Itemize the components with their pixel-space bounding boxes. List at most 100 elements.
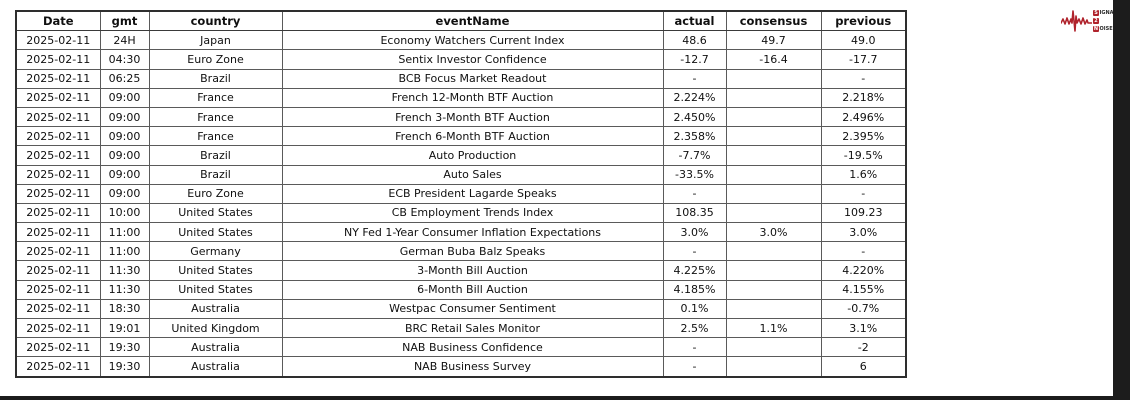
table-cell: 09:00 <box>99 87 150 108</box>
column-header: consensus <box>725 10 822 32</box>
table-row: 2025-02-11 04:30 Euro Zone Sentix Investor … <box>15 49 907 70</box>
table-row: 2025-02-11 10:00 United States CB Employmen… <box>15 202 907 224</box>
table-cell: German Buba Balz Speaks <box>281 241 664 262</box>
table-cell <box>725 145 822 166</box>
table-cell: 3-Month Bill Auction <box>281 260 664 281</box>
table-cell: France <box>148 126 283 147</box>
table-row: 2025-02-11 11:30 United States 6-Month Bill… <box>15 279 907 300</box>
table-cell: 11:30 <box>99 279 150 300</box>
table-cell: 2.5% <box>662 317 727 339</box>
table-cell <box>725 126 822 147</box>
table-cell: 19:01 <box>99 317 150 339</box>
table-cell: 0.1% <box>662 298 727 320</box>
table-cell: 49.7 <box>725 30 822 51</box>
table-cell: 6-Month Bill Auction <box>281 279 664 300</box>
table-cell: Euro Zone <box>148 183 283 204</box>
table-cell: 11:30 <box>99 260 150 281</box>
table-cell: ECB President Lagarde Speaks <box>281 183 664 204</box>
table-row: 2025-02-11 09:00 France French 3-Month BTF … <box>15 106 907 128</box>
table-cell: -16.4 <box>725 49 822 70</box>
table-cell: 2025-02-11 <box>15 241 101 262</box>
table-cell: -0.7% <box>820 298 907 320</box>
economic-calendar-table: Date gmt country eventName actual consensus pr… <box>15 10 907 378</box>
table-cell: 2.224% <box>662 87 727 108</box>
logo-text: S IGNAL 2 N OISE <box>1093 10 1117 33</box>
table-cell: 19:30 <box>99 356 150 378</box>
table-cell: Brazil <box>148 164 283 185</box>
table-cell: 2025-02-11 <box>15 260 101 281</box>
table-cell: -2 <box>820 337 907 358</box>
table-cell: Sentix Investor Confidence <box>281 49 664 70</box>
table-cell: 108.35 <box>662 202 727 224</box>
table-cell: 2.395% <box>820 126 907 147</box>
table-cell: 2.450% <box>662 106 727 128</box>
table-row: 2025-02-11 11:30 United States 3-Month Bill… <box>15 260 907 281</box>
logo-digit-2: 2 <box>1093 18 1099 24</box>
table-cell: 2025-02-11 <box>15 164 101 185</box>
table-cell: 2025-02-11 <box>15 183 101 204</box>
ecg-waveform-icon <box>1061 10 1092 32</box>
table-cell <box>725 106 822 128</box>
table-cell: 2025-02-11 <box>15 106 101 128</box>
table-cell: 2025-02-11 <box>15 49 101 70</box>
table-cell: 1.1% <box>725 317 822 339</box>
table-row: 2025-02-11 19:01 United Kingdom BRC Retail … <box>15 317 907 339</box>
table-cell: - <box>820 68 907 89</box>
column-header: gmt <box>99 10 150 32</box>
table-cell: French 3-Month BTF Auction <box>281 106 664 128</box>
table-cell: Economy Watchers Current Index <box>281 30 664 51</box>
table-cell: Auto Sales <box>281 164 664 185</box>
table-cell <box>725 202 822 224</box>
table-cell: 09:00 <box>99 183 150 204</box>
table-cell: -12.7 <box>662 49 727 70</box>
table-cell: 2025-02-11 <box>15 202 101 224</box>
table-cell: 2025-02-11 <box>15 317 101 339</box>
table-cell: 04:30 <box>99 49 150 70</box>
table-row: 2025-02-11 06:25 Brazil BCB Focus Market Re… <box>15 68 907 89</box>
table-cell: Japan <box>148 30 283 51</box>
table-cell: 2025-02-11 <box>15 356 101 378</box>
table-cell: United States <box>148 279 283 300</box>
table-cell: NY Fed 1-Year Consumer Inflation Expecta… <box>281 222 664 243</box>
table-cell: 3.1% <box>820 317 907 339</box>
table-cell: United States <box>148 260 283 281</box>
table-cell: -17.7 <box>820 49 907 70</box>
table-cell: -7.7% <box>662 145 727 166</box>
table-cell: 09:00 <box>99 126 150 147</box>
table-cell: 2.496% <box>820 106 907 128</box>
logo-line-2: 2 <box>1093 18 1117 25</box>
table-row: 2025-02-11 09:00 France French 6-Month BTF … <box>15 126 907 147</box>
table-cell: 2025-02-11 <box>15 126 101 147</box>
table-cell <box>725 87 822 108</box>
table-row: 2025-02-11 19:30 Australia NAB Business Sur… <box>15 356 907 378</box>
table-cell: 3.0% <box>725 222 822 243</box>
table-cell: 48.6 <box>662 30 727 51</box>
table-body: 2025-02-11 24H Japan Economy Watchers Curre… <box>15 30 907 378</box>
column-header: Date <box>15 10 101 32</box>
signal2noise-logo: S IGNAL 2 N OISE <box>1061 8 1117 34</box>
table-row: 2025-02-11 11:00 Germany German Buba Balz S… <box>15 241 907 262</box>
table-cell <box>725 164 822 185</box>
table-cell: 09:00 <box>99 164 150 185</box>
table-cell: - <box>662 68 727 89</box>
table-cell: 2025-02-11 <box>15 279 101 300</box>
table-row: 2025-02-11 24H Japan Economy Watchers Curre… <box>15 30 907 51</box>
table-cell: 4.225% <box>662 260 727 281</box>
logo-letter-s: S <box>1093 10 1099 16</box>
table-cell: France <box>148 106 283 128</box>
logo-text-oise: OISE <box>1099 26 1113 32</box>
table-cell: -33.5% <box>662 164 727 185</box>
table-cell: NAB Business Survey <box>281 356 664 378</box>
table-cell: BCB Focus Market Readout <box>281 68 664 89</box>
table-cell: 11:00 <box>99 222 150 243</box>
table-cell: NAB Business Confidence <box>281 337 664 358</box>
table-cell: Australia <box>148 356 283 378</box>
table-cell: Westpac Consumer Sentiment <box>281 298 664 320</box>
table-row: 2025-02-11 19:30 Australia NAB Business Con… <box>15 337 907 358</box>
table-cell: United Kingdom <box>148 317 283 339</box>
table-cell: 2025-02-11 <box>15 145 101 166</box>
table-cell: 19:30 <box>99 337 150 358</box>
table-cell: 2025-02-11 <box>15 30 101 51</box>
table-cell: - <box>820 183 907 204</box>
column-header: eventName <box>281 10 664 32</box>
